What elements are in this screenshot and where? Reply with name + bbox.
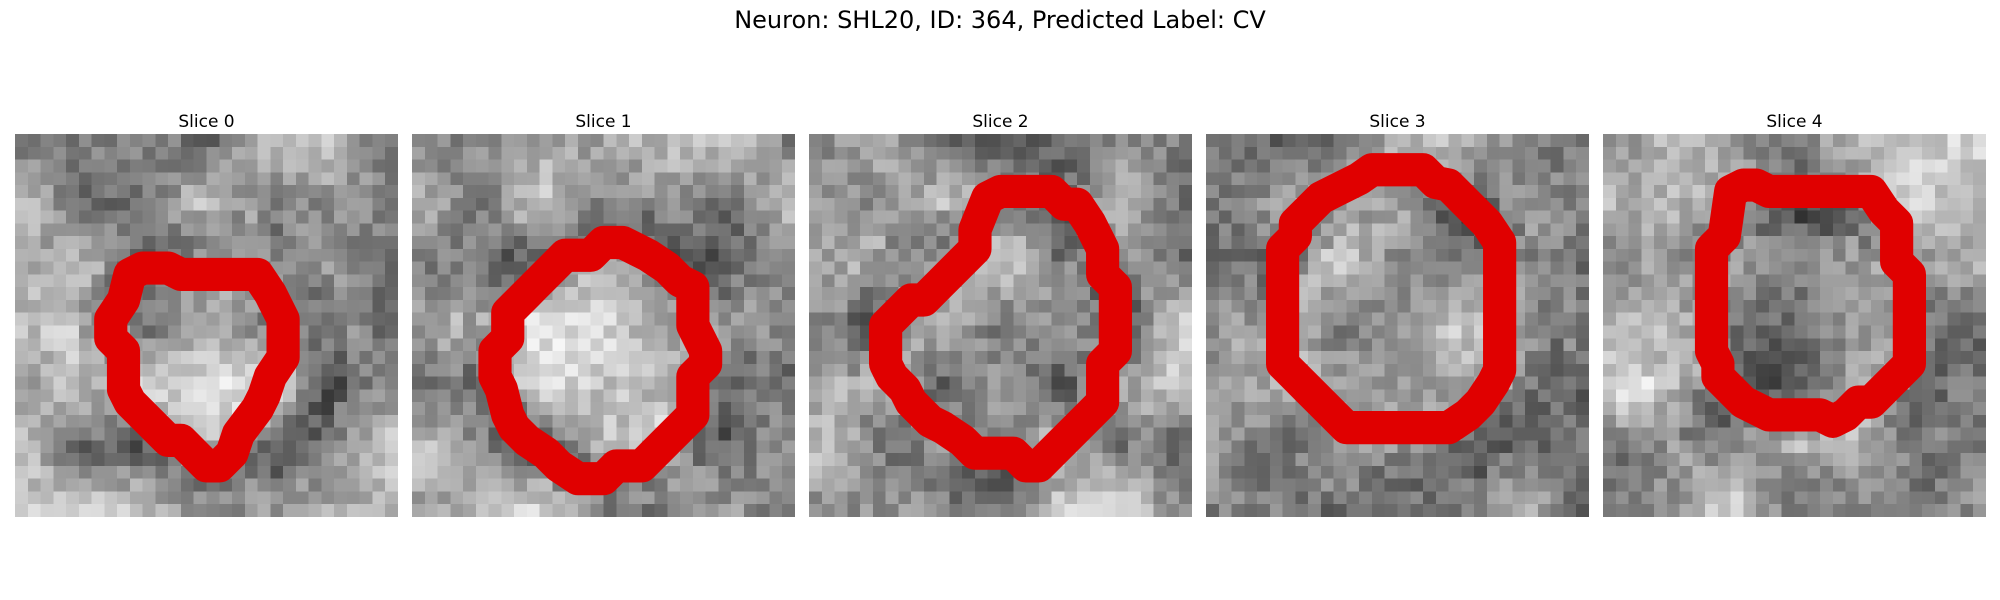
roi-contour-0 [94, 251, 300, 483]
roi-contour-2 [869, 174, 1132, 483]
slice-image-1 [412, 134, 795, 517]
contour-overlay-0 [94, 251, 300, 483]
micrograph-1 [412, 134, 795, 517]
slice-panel-4: Slice 4 [1603, 110, 1986, 517]
slice-title-1: Slice 1 [575, 112, 632, 132]
slice-image-3 [1206, 134, 1589, 517]
contour-overlay-3 [1266, 153, 1517, 445]
slice-image-0 [15, 134, 398, 517]
slice-title-3: Slice 3 [1369, 112, 1426, 132]
roi-contour-4 [1694, 168, 1926, 438]
slice-title-0: Slice 0 [178, 112, 235, 132]
slice-panel-2: Slice 2 [809, 110, 1192, 517]
slice-image-4 [1603, 134, 1986, 517]
slice-title-2: Slice 2 [972, 112, 1029, 132]
contour-overlay-1 [478, 225, 723, 496]
figure-title: Neuron: SHL20, ID: 364, Predicted Label:… [734, 6, 1266, 34]
slice-panel-0: Slice 0 [15, 110, 398, 517]
contour-overlay-4 [1694, 168, 1926, 438]
slice-image-2 [809, 134, 1192, 517]
slice-panel-3: Slice 3 [1206, 110, 1589, 517]
roi-contour-3 [1266, 153, 1517, 445]
slice-panel-1: Slice 1 [412, 110, 795, 517]
slice-title-4: Slice 4 [1766, 112, 1823, 132]
contour-overlay-2 [869, 174, 1132, 483]
roi-contour-1 [478, 225, 723, 496]
